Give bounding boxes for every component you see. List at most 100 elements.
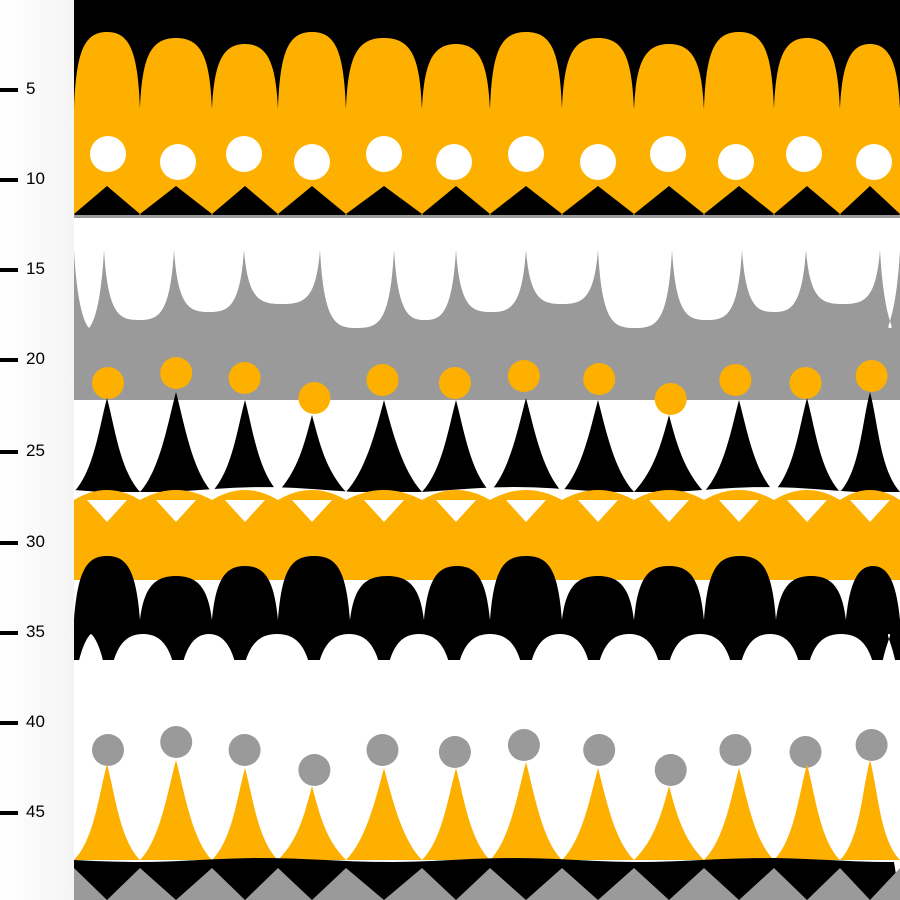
yellow-triangle <box>490 762 562 860</box>
black-bottom-triangle <box>568 870 628 896</box>
gray-bottom-diamond <box>634 868 704 900</box>
white-dot <box>90 136 126 172</box>
yellow-triangle <box>346 768 422 860</box>
white-dot-row <box>90 136 892 180</box>
black-triangle <box>774 398 840 492</box>
white-notch <box>649 500 689 522</box>
yellow-triangle <box>140 760 212 860</box>
gray-bottom-diamond <box>140 868 212 900</box>
gray-dot <box>160 726 193 758</box>
white-scallop-row <box>74 218 900 328</box>
black-triangle <box>346 400 422 492</box>
black-scallops-shape <box>74 556 900 660</box>
white-notch <box>156 500 196 522</box>
white-notch <box>225 500 265 522</box>
ruler-label-30: 30 <box>26 532 45 551</box>
yellow-dot <box>366 364 399 396</box>
black-triangle <box>562 400 634 492</box>
ruler-label-5: 5 <box>26 79 36 98</box>
white-lower-scallop <box>594 634 664 702</box>
white-bottom-band <box>74 700 900 862</box>
white-notch <box>578 500 618 522</box>
white-notch <box>719 500 759 522</box>
white-dot <box>294 144 330 180</box>
white-dot <box>508 136 544 172</box>
pattern-swatch <box>74 0 900 900</box>
gray-bottom-diamond <box>840 868 900 900</box>
ruler-label-20: 20 <box>26 349 45 368</box>
gray-dot <box>438 736 471 768</box>
black-triangle-row <box>74 392 900 492</box>
black-triangle <box>634 415 704 492</box>
yellow-scallop-row <box>74 32 900 120</box>
yellow-triangle <box>74 764 140 860</box>
black-triangle <box>74 398 140 492</box>
yellow-dot <box>654 383 687 415</box>
black-scallop-row <box>74 556 900 660</box>
white-notch <box>87 500 127 522</box>
gray-dot <box>654 754 687 786</box>
gray-bottom-diamond <box>278 868 346 900</box>
ruler-tick-40 <box>0 721 18 725</box>
white-lower-scallop <box>804 634 878 702</box>
gray-dot <box>228 734 261 766</box>
white-notch <box>850 500 890 522</box>
gray-dot <box>719 734 752 766</box>
black-triangle <box>490 398 562 492</box>
gray-bottom-diamond <box>346 868 422 900</box>
black-triangle <box>140 392 212 492</box>
ruler-label-45: 45 <box>26 802 45 821</box>
white-dot <box>436 144 472 180</box>
ruler-tick-35 <box>0 631 18 635</box>
bottom-edge-band <box>74 858 900 900</box>
ruler-label-10: 10 <box>26 169 45 188</box>
white-lower-scallop-row <box>74 634 900 702</box>
gray-bottom-diamond <box>422 868 490 900</box>
measurement-ruler: 5 10 15 20 25 30 35 40 45 <box>0 0 74 900</box>
gray-dot <box>507 729 540 761</box>
yellow-dot <box>789 367 822 399</box>
white-notch <box>364 500 404 522</box>
black-triangle <box>704 400 774 492</box>
ruler-tick-30 <box>0 541 18 545</box>
ruler-label-35: 35 <box>26 622 45 641</box>
white-lower-scallop <box>526 634 594 702</box>
yellow-triangle <box>562 768 634 860</box>
yellow-scallops-shape <box>74 32 900 120</box>
white-dot <box>160 144 196 180</box>
white-dot <box>786 136 822 172</box>
yellow-triangle <box>422 768 490 860</box>
white-dot <box>366 136 402 172</box>
yellow-triangle <box>212 768 278 860</box>
yellow-triangle <box>634 786 704 860</box>
white-dot <box>226 136 262 172</box>
gray-bottom-diamond <box>562 868 634 900</box>
gray-bottom-diamond <box>212 868 278 900</box>
yellow-dot-row <box>92 357 888 415</box>
yellow-triangle <box>704 768 774 860</box>
gray-dot <box>366 734 399 766</box>
white-lower-scallop <box>736 634 804 702</box>
gray-bottom-diamond <box>704 868 774 900</box>
ruler-tick-45 <box>0 811 18 815</box>
yellow-triangle-row <box>74 760 900 860</box>
yellow-dot <box>719 364 752 396</box>
gray-bottom-diamond <box>490 868 562 900</box>
black-bottom-triangle <box>146 870 206 896</box>
white-lower-scallop <box>74 634 108 702</box>
yellow-dot <box>92 367 124 399</box>
white-lower-scallop <box>454 634 526 702</box>
black-bottom-triangle <box>496 870 556 896</box>
white-notch <box>292 500 332 522</box>
black-bottom-triangle <box>218 870 272 896</box>
ruler-tick-15 <box>0 268 18 272</box>
black-bottom-triangle <box>352 870 416 896</box>
ruler-label-40: 40 <box>26 712 45 731</box>
white-notch <box>787 500 827 522</box>
yellow-middle-band <box>74 490 900 580</box>
yellow-dot <box>160 357 193 389</box>
ruler-label-25: 25 <box>26 441 45 460</box>
gray-dot <box>855 729 888 761</box>
yellow-triangle <box>774 764 840 860</box>
white-dot <box>580 144 616 180</box>
